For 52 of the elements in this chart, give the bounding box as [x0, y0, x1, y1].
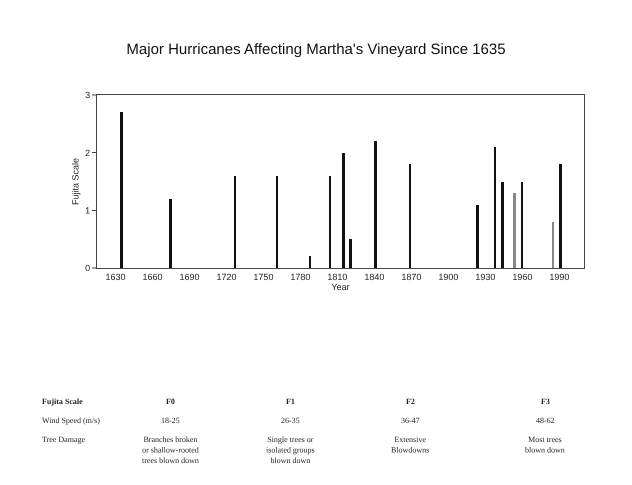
x-tick-label: 1750 — [253, 272, 274, 282]
bar — [513, 193, 516, 268]
x-tick-label: 1690 — [179, 272, 200, 282]
bar — [374, 141, 377, 268]
x-tick-label: 1900 — [438, 272, 458, 282]
y-tick-label: 0 — [85, 263, 90, 274]
bar — [552, 222, 554, 268]
bar — [501, 182, 504, 268]
text: F2 — [406, 397, 415, 406]
text: Wind Speed (m/s) — [42, 416, 100, 425]
text: 18-25 — [161, 416, 180, 425]
text: 48-62 — [536, 416, 555, 425]
y-tick-label: 2 — [85, 148, 90, 158]
bar — [169, 199, 172, 268]
bar — [120, 112, 123, 268]
text: F1 — [286, 397, 295, 406]
x-tick-label: 1810 — [327, 272, 348, 282]
bar — [559, 164, 562, 268]
bar — [521, 182, 523, 268]
bar — [476, 205, 479, 268]
y-tick-label: 1 — [85, 205, 90, 216]
text: Branches broken or shallow-rooted trees blown down — [142, 435, 199, 465]
x-tick-label: 1660 — [142, 272, 162, 282]
bar — [234, 176, 236, 268]
bar — [349, 239, 352, 268]
x-axis-title: Year — [331, 282, 350, 292]
y-axis-title: Fujita Scale — [70, 158, 81, 206]
y-tick-label: 3 — [85, 90, 90, 100]
bar — [276, 176, 278, 268]
text: 26-35 — [281, 416, 300, 425]
x-tick-label: 1840 — [364, 272, 384, 282]
bar — [494, 147, 496, 268]
x-tick-label: 1630 — [105, 272, 126, 282]
text: Single trees or isolated groups blown down — [266, 435, 315, 465]
bar — [329, 176, 331, 268]
text: F0 — [166, 397, 175, 406]
text: Most trees blown down — [525, 435, 565, 454]
text: 36-47 — [401, 416, 420, 425]
x-tick-label: 1990 — [549, 272, 570, 282]
text: Extensive Blowdowns — [391, 435, 430, 454]
text: Tree Damage — [42, 435, 86, 444]
x-tick-label: 1960 — [512, 272, 532, 282]
x-tick-label: 1870 — [401, 272, 422, 282]
x-tick-label: 1780 — [290, 272, 310, 282]
bar — [409, 164, 411, 268]
bar — [309, 256, 311, 268]
text: F3 — [541, 397, 550, 406]
chart-title: Major Hurricanes Affecting Martha's Vineyard Since 1635 — [126, 40, 506, 58]
bar — [342, 153, 345, 268]
x-tick-label: 1720 — [216, 272, 236, 282]
x-tick-label: 1930 — [475, 272, 496, 282]
text: Fujita Scale — [42, 397, 84, 406]
